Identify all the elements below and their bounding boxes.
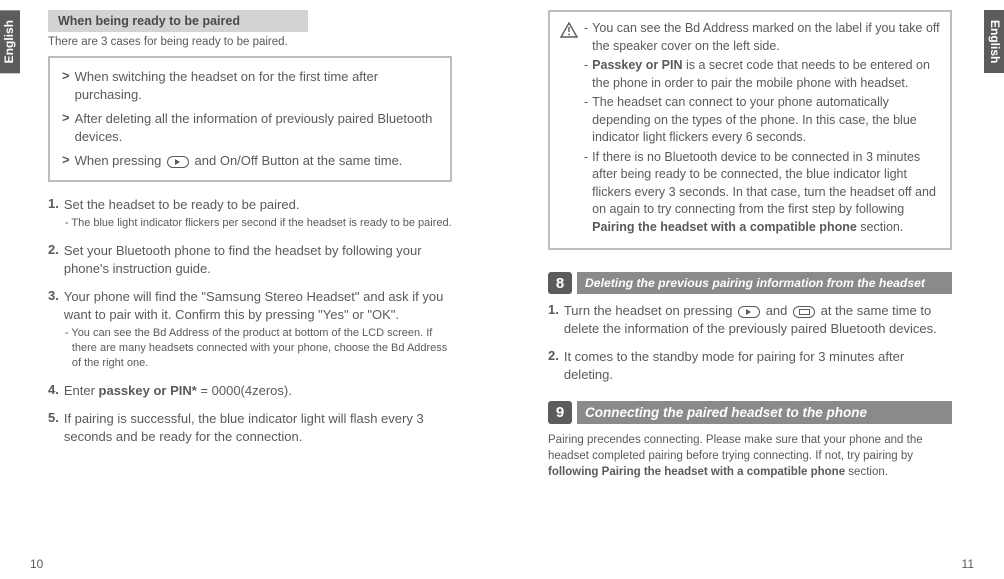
chevron-icon: > xyxy=(62,152,70,167)
step-text: It comes to the standby mode for pairing… xyxy=(564,348,952,383)
language-tab-right: English xyxy=(984,10,1004,73)
section-heading: When being ready to be paired xyxy=(48,10,308,32)
page-left: When being ready to be paired There are … xyxy=(20,0,480,579)
step-subtext: - The blue light indicator flickers per … xyxy=(64,216,452,231)
play-button-icon xyxy=(738,306,760,318)
chevron-icon: > xyxy=(62,110,70,125)
section-8-heading: 8 Deleting the previous pairing informat… xyxy=(548,272,952,294)
step-text: Set your Bluetooth phone to find the hea… xyxy=(64,242,452,277)
page-number-left: 10 xyxy=(30,557,43,571)
step-subtext: - You can see the Bd Address of the prod… xyxy=(64,326,452,371)
case-text: When switching the headset on for the fi… xyxy=(75,68,438,103)
step-text: Enter passkey or PIN* = 0000(4zeros). xyxy=(64,382,292,400)
section-title: Connecting the paired headset to the pho… xyxy=(577,401,952,424)
section-8-steps: 1. Turn the headset on pressing and at t… xyxy=(548,302,952,383)
step-number: 2. xyxy=(548,348,559,383)
numbered-steps: 1. Set the headset to be ready to be pai… xyxy=(48,196,452,446)
note-text: If there is no Bluetooth device to be co… xyxy=(592,149,940,237)
cases-box: > When switching the headset on for the … xyxy=(48,56,452,182)
caution-icon xyxy=(560,22,578,238)
note-text: You can see the Bd Address marked on the… xyxy=(592,20,940,55)
step-text: If pairing is successful, the blue indic… xyxy=(64,410,452,445)
language-tab-left: English xyxy=(0,10,20,73)
note-text: Passkey or PIN is a secret code that nee… xyxy=(592,57,940,92)
intro-text: There are 3 cases for being ready to be … xyxy=(48,36,452,48)
note-box: -You can see the Bd Address marked on th… xyxy=(548,10,952,250)
step-text: Set the headset to be ready to be paired… xyxy=(64,197,300,212)
step-text: Turn the headset on pressing and at the … xyxy=(564,302,952,337)
section-number: 9 xyxy=(548,401,572,424)
step-text: Your phone will find the "Samsung Stereo… xyxy=(64,289,443,322)
step-number: 2. xyxy=(48,242,59,277)
section-9-heading: 9 Connecting the paired headset to the p… xyxy=(548,401,952,424)
case-text: After deleting all the information of pr… xyxy=(75,110,438,145)
step-number: 4. xyxy=(48,382,59,400)
step-number: 1. xyxy=(548,302,559,337)
step-number: 5. xyxy=(48,410,59,445)
step-number: 3. xyxy=(48,288,59,371)
case-text: When pressing and On/Off Button at the s… xyxy=(75,152,403,170)
step-number: 1. xyxy=(48,196,59,231)
play-button-icon xyxy=(167,156,189,168)
stop-button-icon xyxy=(793,306,815,318)
section-number: 8 xyxy=(548,272,572,294)
page-number-right: 11 xyxy=(962,557,974,571)
note-text: The headset can connect to your phone au… xyxy=(592,94,940,147)
page-right: -You can see the Bd Address marked on th… xyxy=(520,0,980,579)
chevron-icon: > xyxy=(62,68,70,83)
section-title: Deleting the previous pairing informatio… xyxy=(577,272,952,294)
section-9-text: Pairing precendes connecting. Please mak… xyxy=(548,432,952,480)
